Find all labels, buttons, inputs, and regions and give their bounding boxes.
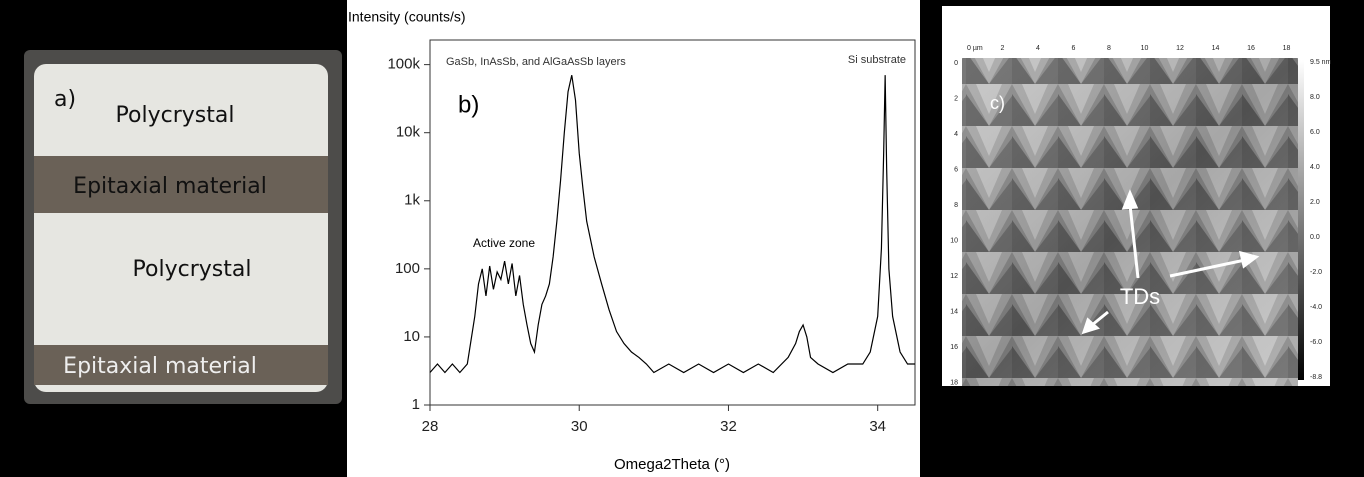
afm-x-tick-label: 6	[1072, 45, 1076, 52]
colorbar-tick-label: -2.0	[1310, 269, 1322, 276]
annotation: GaSb, InAsSb, and AlGaAsSb layers	[446, 56, 626, 68]
region-label: Epitaxial material	[73, 174, 267, 199]
colorbar	[1298, 60, 1304, 380]
panel-label: a)	[54, 87, 76, 112]
colorbar-tick-label: 6.0	[1310, 129, 1320, 136]
x-tick-label: 30	[571, 418, 588, 435]
arrows	[1081, 189, 1260, 335]
colorbar-tick-label: 4.0	[1310, 164, 1320, 171]
afm-x-tick-label: 10	[1141, 45, 1149, 52]
annotation: Active zone	[473, 236, 535, 250]
x-tick-label: 34	[869, 418, 886, 435]
afm-y-tick-label: 0	[954, 60, 958, 67]
afm-y-tick-label: 14	[950, 308, 958, 315]
annotation: Si substrate	[848, 54, 906, 66]
afm-x-tick-label: 12	[1176, 45, 1184, 52]
afm-x-tick-label: 8	[1107, 45, 1111, 52]
afm-y-tick-label: 10	[950, 237, 958, 244]
colorbar-tick-label: -8.8	[1310, 374, 1322, 381]
region-label: Epitaxial material	[63, 354, 257, 379]
y-axis-label: Intensity (counts/s)	[348, 9, 466, 25]
epitaxial-band	[34, 345, 328, 385]
plot-frame	[429, 39, 916, 406]
xrd-line	[429, 75, 915, 374]
colorbar-tick-label: 9.5 nm	[1310, 59, 1332, 66]
afm-y-tick-label: 16	[950, 344, 958, 351]
afm-y-tick-label: 18	[950, 379, 958, 386]
afm-x-tick-label: 2	[1001, 45, 1005, 52]
afm-y-tick-label: 12	[950, 273, 958, 280]
y-tick-label: 1	[412, 396, 420, 413]
colorbar-tick-label: -6.0	[1310, 339, 1322, 346]
afm-y-tick-label: 4	[954, 131, 958, 138]
y-tick-label: 100	[395, 260, 420, 277]
afm-ticks: 0 µm 2 4 6 8 10 12 14 16 18 0 2 4 6 8 10 12 14 16 18 9.5 nm 8…	[950, 45, 1331, 387]
y-tick-label: 10k	[396, 124, 421, 141]
x-tick-label: 28	[422, 418, 439, 435]
panel-a: a) Polycrystal Epitaxial material Polycr…	[0, 0, 347, 477]
afm-x-tick-label: 0 µm	[967, 45, 983, 52]
afm-y-tick-label: 8	[954, 202, 958, 209]
y-tick-label: 100k	[387, 56, 420, 73]
afm-y-tick-label: 6	[954, 166, 958, 173]
y-tick-label: 1k	[404, 192, 420, 209]
region-label: Polycrystal	[116, 103, 235, 128]
colorbar-tick-label: -4.0	[1310, 304, 1322, 311]
colorbar-tick-label: 0.0	[1310, 234, 1320, 241]
afm-x-tick-label: 16	[1247, 45, 1255, 52]
y-tick-label: 10	[403, 328, 420, 345]
epitaxial-band	[34, 156, 328, 213]
afm-x-tick-label: 18	[1283, 45, 1291, 52]
x-tick-label: 32	[720, 418, 737, 435]
panel-label: c)	[990, 93, 1005, 113]
afm-shading	[962, 58, 1298, 386]
panel-b: Intensity (counts/s) Omega2Theta (°) GaS…	[348, 9, 906, 473]
panel-label: b)	[458, 91, 479, 118]
colorbar-tick-label: 8.0	[1310, 94, 1320, 101]
region-label: Polycrystal	[133, 257, 252, 282]
afm-x-tick-label: 4	[1036, 45, 1040, 52]
afm-y-tick-label: 2	[954, 95, 958, 102]
afm-x-tick-label: 14	[1212, 45, 1220, 52]
colorbar-tick-label: 2.0	[1310, 199, 1320, 206]
panel-c: c) TDs 0 µm 2 4 6 8 10 12 14 16 18 0 2 4 6 8 10 12 14 16 18…	[920, 0, 1364, 477]
x-axis-label: Omega2Theta (°)	[614, 456, 730, 473]
annotation: TDs	[1120, 284, 1160, 309]
sample	[34, 64, 328, 392]
